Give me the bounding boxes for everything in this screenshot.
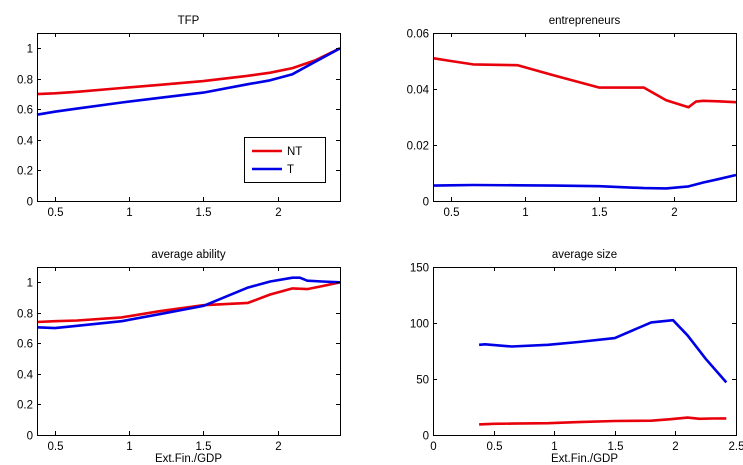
average-size-xtick-label: 1 xyxy=(551,441,557,453)
tfp-ytick-label: 0.2 xyxy=(17,166,33,178)
entrepreneurs-xtick-label: 1.5 xyxy=(592,207,608,219)
tfp-series-t-line xyxy=(36,47,341,116)
average-size-ytick-label: 0 xyxy=(423,431,429,443)
entrepreneurs-xtick-label: 2 xyxy=(671,207,677,219)
tfp-ytick-label: 0.4 xyxy=(17,136,34,148)
entrepreneurs-panel: 0.5 1 1.5 2 0 0.02 0.04 0.06 entrepreneurs xyxy=(407,15,737,219)
average-size-ytick-label: 150 xyxy=(410,263,429,275)
average-ability-xtick-label: 2 xyxy=(275,441,281,453)
average-size-axes-box xyxy=(433,267,737,436)
average-size-title: average size xyxy=(552,249,617,261)
entrepreneurs-title: entrepreneurs xyxy=(549,15,621,27)
tfp-ytick-label: 1 xyxy=(27,44,33,56)
average-size-xtick-label: 2 xyxy=(672,441,678,453)
average-size-ytick-label: 50 xyxy=(416,375,429,387)
average-size-ytick-label: 100 xyxy=(410,319,429,331)
average-size-xtick-label: 0.5 xyxy=(487,441,503,453)
average-ability-panel: 0.5 1 1.5 2 0 0.2 0.4 0.6 0.8 1 average ability Ext… xyxy=(17,249,341,465)
legend-label-t: T xyxy=(287,164,294,176)
tfp-xtick-label: 1.5 xyxy=(196,207,212,219)
tfp-xtick-label: 1 xyxy=(126,207,132,219)
average-size-xtick-label: 2.5 xyxy=(729,441,743,453)
average-ability-ytick-label: 0 xyxy=(27,431,33,443)
average-ability-axes-box xyxy=(37,267,341,436)
tfp-ytick-label: 0.6 xyxy=(17,105,33,117)
average-ability-xtick-label: 0.5 xyxy=(48,441,64,453)
average-size-series-t-line xyxy=(478,318,728,384)
average-size-series-nt-line xyxy=(479,416,727,426)
average-size-xtick-label: 1.5 xyxy=(608,441,624,453)
entrepreneurs-xtick-label: 1 xyxy=(522,207,528,219)
average-ability-series-t-line xyxy=(36,276,341,330)
entrepreneurs-axes-box xyxy=(433,33,737,202)
legend-label-nt: NT xyxy=(287,146,302,158)
entrepreneurs-ytick-label: 0 xyxy=(423,197,429,209)
average-ability-series-nt-line xyxy=(36,281,341,324)
average-ability-ytick-label: 0.4 xyxy=(17,370,34,382)
tfp-xtick-label: 2 xyxy=(275,207,281,219)
entrepreneurs-ytick-label: 0.02 xyxy=(407,141,429,153)
average-ability-ytick-label: 1 xyxy=(27,278,33,290)
entrepreneurs-series-nt-line xyxy=(432,56,737,109)
tfp-ytick-label: 0.8 xyxy=(17,75,33,87)
tfp-panel: 0.5 1 1.5 2 0 0.2 0.4 0.6 0.8 1 TFP NT T xyxy=(17,15,341,219)
average-ability-ytick-label: 0.6 xyxy=(17,339,33,351)
average-ability-title: average ability xyxy=(151,249,225,261)
legend: NT T xyxy=(244,137,326,183)
average-ability-ytick-label: 0.2 xyxy=(17,400,33,412)
tfp-title: TFP xyxy=(178,15,200,27)
entrepreneurs-xtick-label: 0.5 xyxy=(444,207,460,219)
average-ability-xlabel: Ext.Fin./GDP xyxy=(155,453,222,465)
tfp-axes-box xyxy=(37,33,341,202)
average-size-xtick-label: 0 xyxy=(430,441,436,453)
average-ability-xtick-label: 1.5 xyxy=(196,441,212,453)
tfp-xtick-label: 0.5 xyxy=(48,207,64,219)
average-size-panel: 0 0.5 1 1.5 2 2.5 0 50 100 150 average size Ext.Fin… xyxy=(410,249,743,465)
entrepreneurs-series-t-line xyxy=(432,173,737,190)
entrepreneurs-ytick-label: 0.04 xyxy=(407,85,430,97)
legend-box xyxy=(244,137,326,183)
average-ability-xtick-label: 1 xyxy=(126,441,132,453)
tfp-series-nt-line xyxy=(36,47,341,96)
average-size-xlabel: Ext.Fin./GDP xyxy=(551,453,618,465)
entrepreneurs-ytick-label: 0.06 xyxy=(407,29,429,41)
average-ability-ytick-label: 0.8 xyxy=(17,309,33,321)
tfp-ytick-label: 0 xyxy=(27,197,33,209)
